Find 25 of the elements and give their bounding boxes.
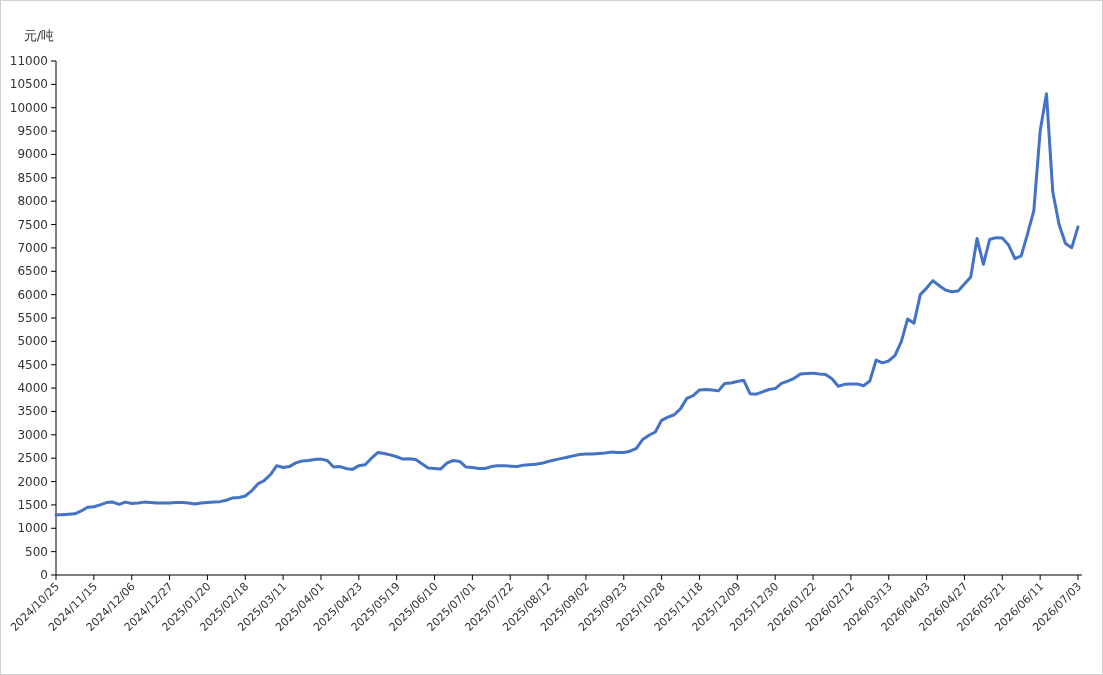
y-tick-label: 10000 — [9, 100, 48, 115]
y-tick-label: 7500 — [17, 217, 48, 232]
y-tick-label: 5000 — [17, 334, 48, 349]
y-tick-label: 6500 — [17, 264, 48, 279]
y-axis-title: 元/吨 — [23, 28, 55, 43]
y-tick-label: 8000 — [17, 194, 48, 209]
y-tick-label: 4000 — [17, 381, 48, 396]
y-tick-label: 6000 — [17, 287, 48, 302]
y-tick-label: 2000 — [17, 474, 48, 489]
y-tick-label: 500 — [25, 544, 48, 559]
y-tick-label: 10500 — [9, 77, 48, 92]
line-series — [54, 92, 1080, 517]
y-tick-label: 4500 — [17, 357, 48, 372]
y-tick-label: 3500 — [17, 404, 48, 419]
y-tick-label: 1500 — [17, 497, 48, 512]
y-tick-label: 8500 — [17, 170, 48, 185]
y-tick-label: 2500 — [17, 451, 48, 466]
y-tick-label: 9000 — [17, 147, 48, 162]
y-tick-label: 5500 — [17, 311, 48, 325]
y-tick-label: 0 — [40, 568, 48, 582]
y-tick-label: 1000 — [17, 521, 48, 536]
y-tick-label: 11000 — [9, 54, 48, 68]
y-tick-label: 7000 — [17, 240, 48, 255]
y-tick-label: 9500 — [17, 124, 48, 139]
y-tick-label: 3000 — [17, 427, 48, 442]
